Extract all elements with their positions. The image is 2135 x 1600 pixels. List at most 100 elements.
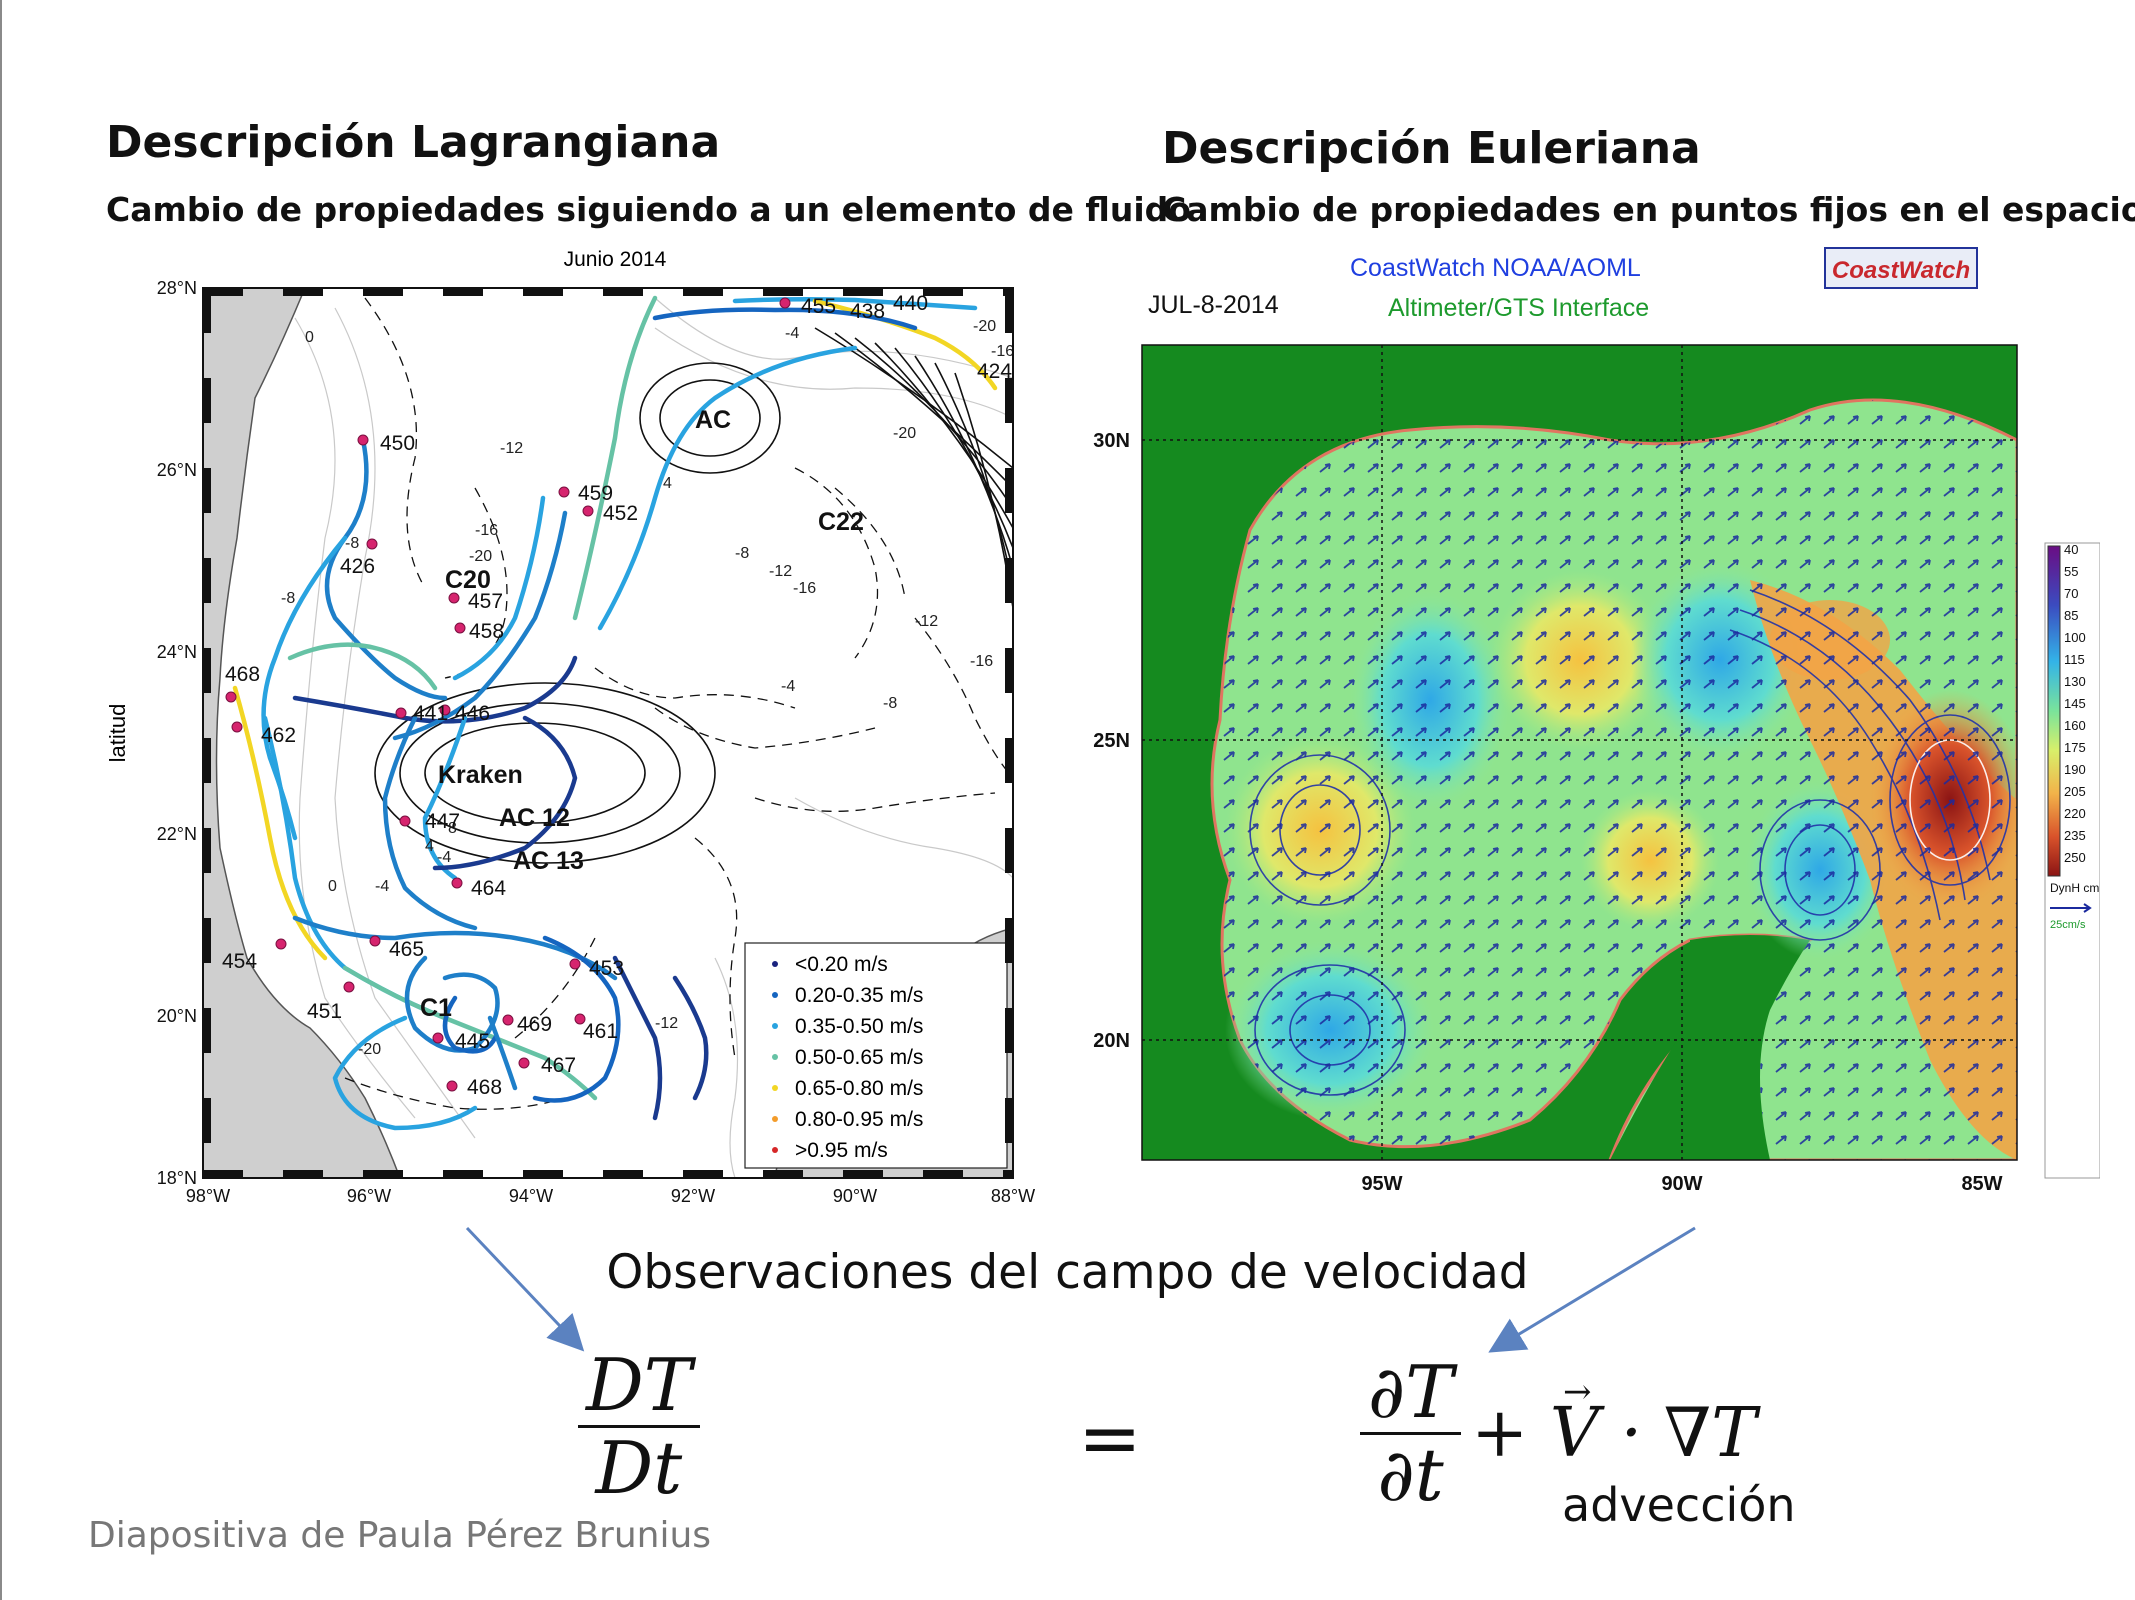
lagrangian-map-panel: Junio 2014 latitud [95, 238, 1075, 1223]
lhs-material-derivative: DT Dt [578, 1345, 700, 1508]
map-date: JUL-8-2014 [1148, 291, 1279, 319]
legend-entry: <0.20 m/s [772, 953, 888, 976]
svg-text:250: 250 [2064, 850, 2086, 865]
svg-text:28°N: 28°N [157, 278, 197, 298]
svg-text:115: 115 [2064, 652, 2085, 667]
svg-text:-16: -16 [793, 580, 816, 597]
svg-text:4: 4 [425, 838, 434, 855]
svg-text:AC: AC [695, 406, 731, 434]
advection-term: + V · ∇T [1471, 1394, 1757, 1473]
svg-text:458: 458 [469, 620, 504, 643]
svg-text:0.80-0.95 m/s: 0.80-0.95 m/s [795, 1108, 923, 1131]
svg-text:-12: -12 [655, 1015, 678, 1032]
lagrangian-map: Junio 2014 latitud [105, 248, 1035, 1206]
svg-text:-12: -12 [500, 440, 523, 457]
svg-text:85: 85 [2064, 608, 2078, 623]
lagrangian-ylabel: latitud [105, 704, 130, 763]
svg-text:-20: -20 [358, 1041, 381, 1058]
svg-text:447: 447 [425, 810, 460, 833]
svg-text:451: 451 [307, 1000, 342, 1023]
speed-legend: <0.20 m/s 0.20-0.35 m/s 0.35-0.50 m/s 0.… [772, 953, 923, 1162]
svg-text:160: 160 [2064, 718, 2086, 733]
svg-text:-4: -4 [785, 325, 799, 342]
svg-text:-4: -4 [375, 878, 389, 895]
svg-text:24°N: 24°N [157, 642, 197, 662]
svg-text:22°N: 22°N [157, 824, 197, 844]
dynamic-height-colorbar: 40 55 70 85 100 115 130 145 160 175 190 … [2044, 542, 2101, 1179]
svg-text:-8: -8 [281, 590, 295, 607]
svg-text:90°W: 90°W [833, 1186, 877, 1206]
colorbar-unit: DynH cm [2050, 881, 2099, 895]
rhs-local-plus-advection: ∂T ∂t + V · ∇T → [1360, 1352, 1757, 1515]
legend-entry: 0.80-0.95 m/s [772, 1108, 923, 1131]
svg-text:441: 441 [413, 702, 448, 725]
svg-text:438: 438 [850, 300, 885, 323]
svg-text:20N: 20N [1093, 1030, 1130, 1052]
right-title: Descripción Euleriana [1162, 123, 1701, 174]
svg-text:95W: 95W [1361, 1173, 1402, 1195]
svg-text:-12: -12 [769, 563, 792, 580]
svg-text:426: 426 [340, 555, 375, 578]
mexico-coast-land [203, 288, 401, 1178]
svg-text:98°W: 98°W [186, 1186, 230, 1206]
svg-text:-16: -16 [991, 343, 1014, 360]
svg-text:-8: -8 [735, 545, 749, 562]
advection-label: advección [1562, 1478, 1796, 1532]
svg-text:145: 145 [2064, 696, 2086, 711]
svg-text:130: 130 [2064, 674, 2086, 689]
svg-text:0.35-0.50 m/s: 0.35-0.50 m/s [795, 1015, 923, 1038]
svg-text:-8: -8 [345, 535, 359, 552]
svg-text:452: 452 [603, 502, 638, 525]
eulerian-map: CoastWatch NOAA/AOML Altimeter/GTS Inter… [1093, 247, 2101, 1195]
svg-text:90W: 90W [1661, 1173, 1702, 1195]
svg-text:-16: -16 [475, 522, 498, 539]
legend-entry: 0.20-0.35 m/s [772, 984, 923, 1007]
svg-text:-4: -4 [781, 678, 795, 695]
svg-text:0: 0 [305, 329, 314, 346]
svg-text:454: 454 [222, 950, 257, 973]
svg-text:18°N: 18°N [157, 1168, 197, 1188]
eulerian-map-panel: CoastWatch NOAA/AOML Altimeter/GTS Inter… [1050, 240, 2101, 1235]
svg-text:Kraken: Kraken [438, 761, 523, 789]
svg-text:450: 450 [380, 432, 415, 455]
svg-text:468: 468 [225, 663, 260, 686]
svg-text:462: 462 [261, 724, 296, 747]
svg-text:190: 190 [2064, 762, 2086, 777]
legend-entry: 0.50-0.65 m/s [772, 1046, 923, 1069]
svg-text:465: 465 [389, 938, 424, 961]
svg-text:94°W: 94°W [509, 1186, 553, 1206]
svg-text:-20: -20 [469, 548, 492, 565]
equals-sign: = [1078, 1393, 1142, 1482]
svg-text:-8: -8 [883, 695, 897, 712]
svg-text:CoastWatch: CoastWatch [1832, 257, 1970, 284]
eulerian-lon-ticks: 95W 90W 85W [1361, 1173, 2002, 1195]
svg-text:220: 220 [2064, 806, 2086, 821]
svg-text:445: 445 [455, 1030, 490, 1053]
lat-ticks: 28°N 26°N 24°N 22°N 20°N 18°N [157, 278, 197, 1188]
svg-text:88°W: 88°W [991, 1186, 1035, 1206]
svg-text:C22: C22 [818, 508, 864, 536]
svg-text:453: 453 [589, 957, 624, 980]
svg-text:-20: -20 [973, 318, 996, 335]
slide-left-border [0, 0, 2, 1600]
rhs-denominator: ∂t [1377, 1433, 1444, 1517]
svg-text:455: 455 [801, 295, 836, 318]
left-title: Descripción Lagrangiana [106, 117, 721, 168]
observations-caption: Observaciones del campo de velocidad [606, 1245, 1529, 1300]
svg-text:AC 13: AC 13 [513, 847, 584, 875]
svg-text:8: 8 [448, 820, 457, 837]
svg-text:424: 424 [977, 360, 1012, 383]
svg-text:-4: -4 [437, 849, 451, 866]
lhs-numerator: DT [586, 1343, 692, 1427]
svg-text:469: 469 [517, 1013, 552, 1036]
svg-text:175: 175 [2064, 740, 2086, 755]
svg-text:92°W: 92°W [671, 1186, 715, 1206]
right-subtitle: Cambio de propiedades en puntos fijos en… [1162, 190, 2135, 229]
svg-text:70: 70 [2064, 586, 2078, 601]
vector-scale: 25cm/s [2050, 919, 2086, 931]
svg-text:457: 457 [468, 590, 503, 613]
svg-text:0.65-0.80 m/s: 0.65-0.80 m/s [795, 1077, 923, 1100]
svg-text:20°N: 20°N [157, 1006, 197, 1026]
svg-text:55: 55 [2064, 564, 2078, 579]
